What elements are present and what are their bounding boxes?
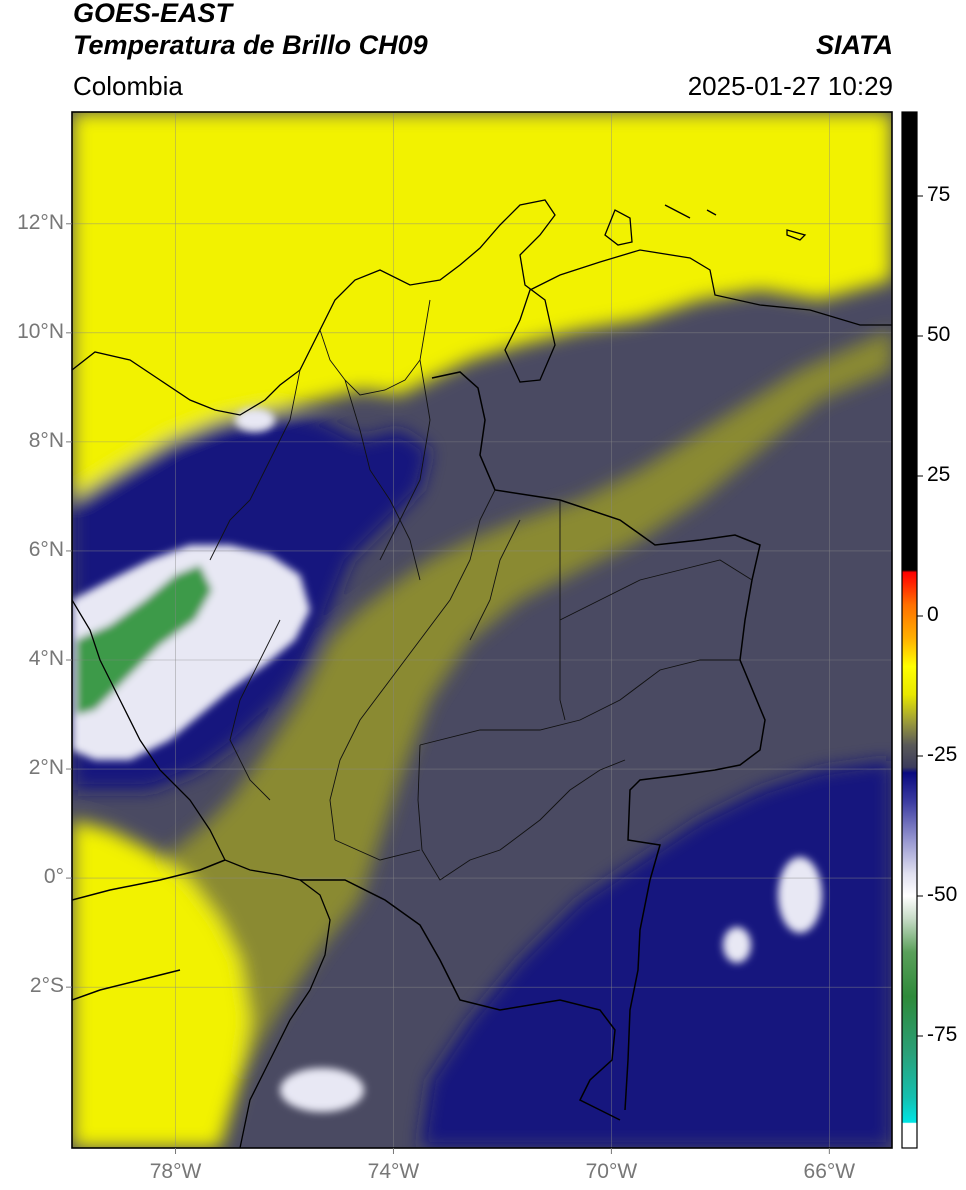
datetime-label: 2025-01-27 10:29: [687, 71, 893, 101]
dept-border-santander: [379, 359, 431, 561]
dept-border-boyaca: [389, 489, 496, 681]
island-trinidad-north: [786, 229, 807, 241]
colorbar-tick-label: -50: [927, 883, 958, 906]
dept-border-meta-west: [329, 679, 391, 841]
colorbar-ticks: [917, 195, 923, 1037]
lon-tick-label: 70°W: [585, 1160, 638, 1183]
dept-border-valle: [229, 619, 281, 801]
colorbar-tick-label: 50: [927, 323, 951, 346]
department-borders: [209, 299, 753, 881]
island-curacao: [604, 209, 633, 246]
lon-tick-label: 78°W: [149, 1160, 202, 1183]
very-cold-cloud-zone: [72, 545, 310, 760]
cold-navy-southeast-zone: [420, 760, 892, 1148]
colombia-venezuela-brazil-border: [431, 371, 766, 1111]
warm-yellow-southwest-zone: [72, 820, 250, 1148]
temperature-field: [72, 112, 892, 1148]
colombia-peru-border: [300, 879, 621, 1121]
country-borders: [72, 371, 766, 1121]
agency-label: SIATA: [816, 30, 893, 60]
dept-border-choco-antioquia: [209, 369, 301, 561]
colorbar-tick-label: 25: [927, 463, 951, 486]
lat-tick-label: 0°: [43, 865, 64, 889]
dept-border-caqueta: [417, 744, 626, 881]
map-frame: [71, 111, 893, 1149]
dept-border-putumayo: [334, 839, 421, 861]
lat-tick-label: 2°S: [29, 974, 64, 998]
dept-border-guaviare-guainia: [419, 659, 740, 746]
convective-cell-east: [778, 857, 822, 933]
colorbar: [901, 111, 918, 1149]
lat-tick-label: 10°N: [17, 319, 64, 343]
lat-tick-label: 2°N: [28, 756, 64, 780]
dept-border-casanare: [469, 519, 521, 641]
caribbean-coastline: [72, 199, 892, 416]
colombia-ecuador-border: [72, 859, 226, 901]
longitude-ticks: [175, 1148, 830, 1154]
product-title: Temperatura de Brillo CH09: [73, 30, 428, 60]
mid-olive-zone: [72, 280, 892, 1148]
pacific-coastline: [72, 599, 331, 1148]
lat-tick-label: 4°N: [28, 646, 64, 670]
colorbar-tick-label: -25: [927, 743, 958, 766]
dept-border-antioquia-east: [344, 379, 421, 581]
lat-tick-label: 8°N: [28, 428, 64, 452]
lon-tick-label: 66°W: [803, 1160, 856, 1183]
colorbar-tick-label: -75: [927, 1023, 958, 1046]
latitude-ticks: [66, 223, 72, 988]
island-bonaire: [664, 204, 691, 219]
lat-tick-label: 6°N: [28, 537, 64, 561]
dept-border-vichada-south: [559, 559, 753, 621]
graticule: [72, 112, 892, 1148]
colorbar-tick-label: 75: [927, 183, 951, 206]
convective-cell-south: [280, 1068, 364, 1112]
coldest-cloud-core: [76, 565, 212, 715]
region-label: Colombia: [73, 71, 183, 101]
lat-tick-label: 12°N: [17, 210, 64, 234]
coastlines: [72, 199, 892, 1148]
ecuador-peru-border: [72, 969, 181, 1001]
satellite-title: GOES-EAST: [73, 0, 233, 28]
island-margarita: [706, 209, 717, 216]
convective-cell-north: [235, 408, 275, 432]
lon-tick-label: 74°W: [367, 1160, 420, 1183]
colorbar-tick-label: 0: [927, 603, 939, 626]
convective-cell-east-small: [723, 927, 751, 963]
dept-border-atlantico: [319, 299, 431, 396]
warm-yellow-zone: [72, 112, 892, 500]
